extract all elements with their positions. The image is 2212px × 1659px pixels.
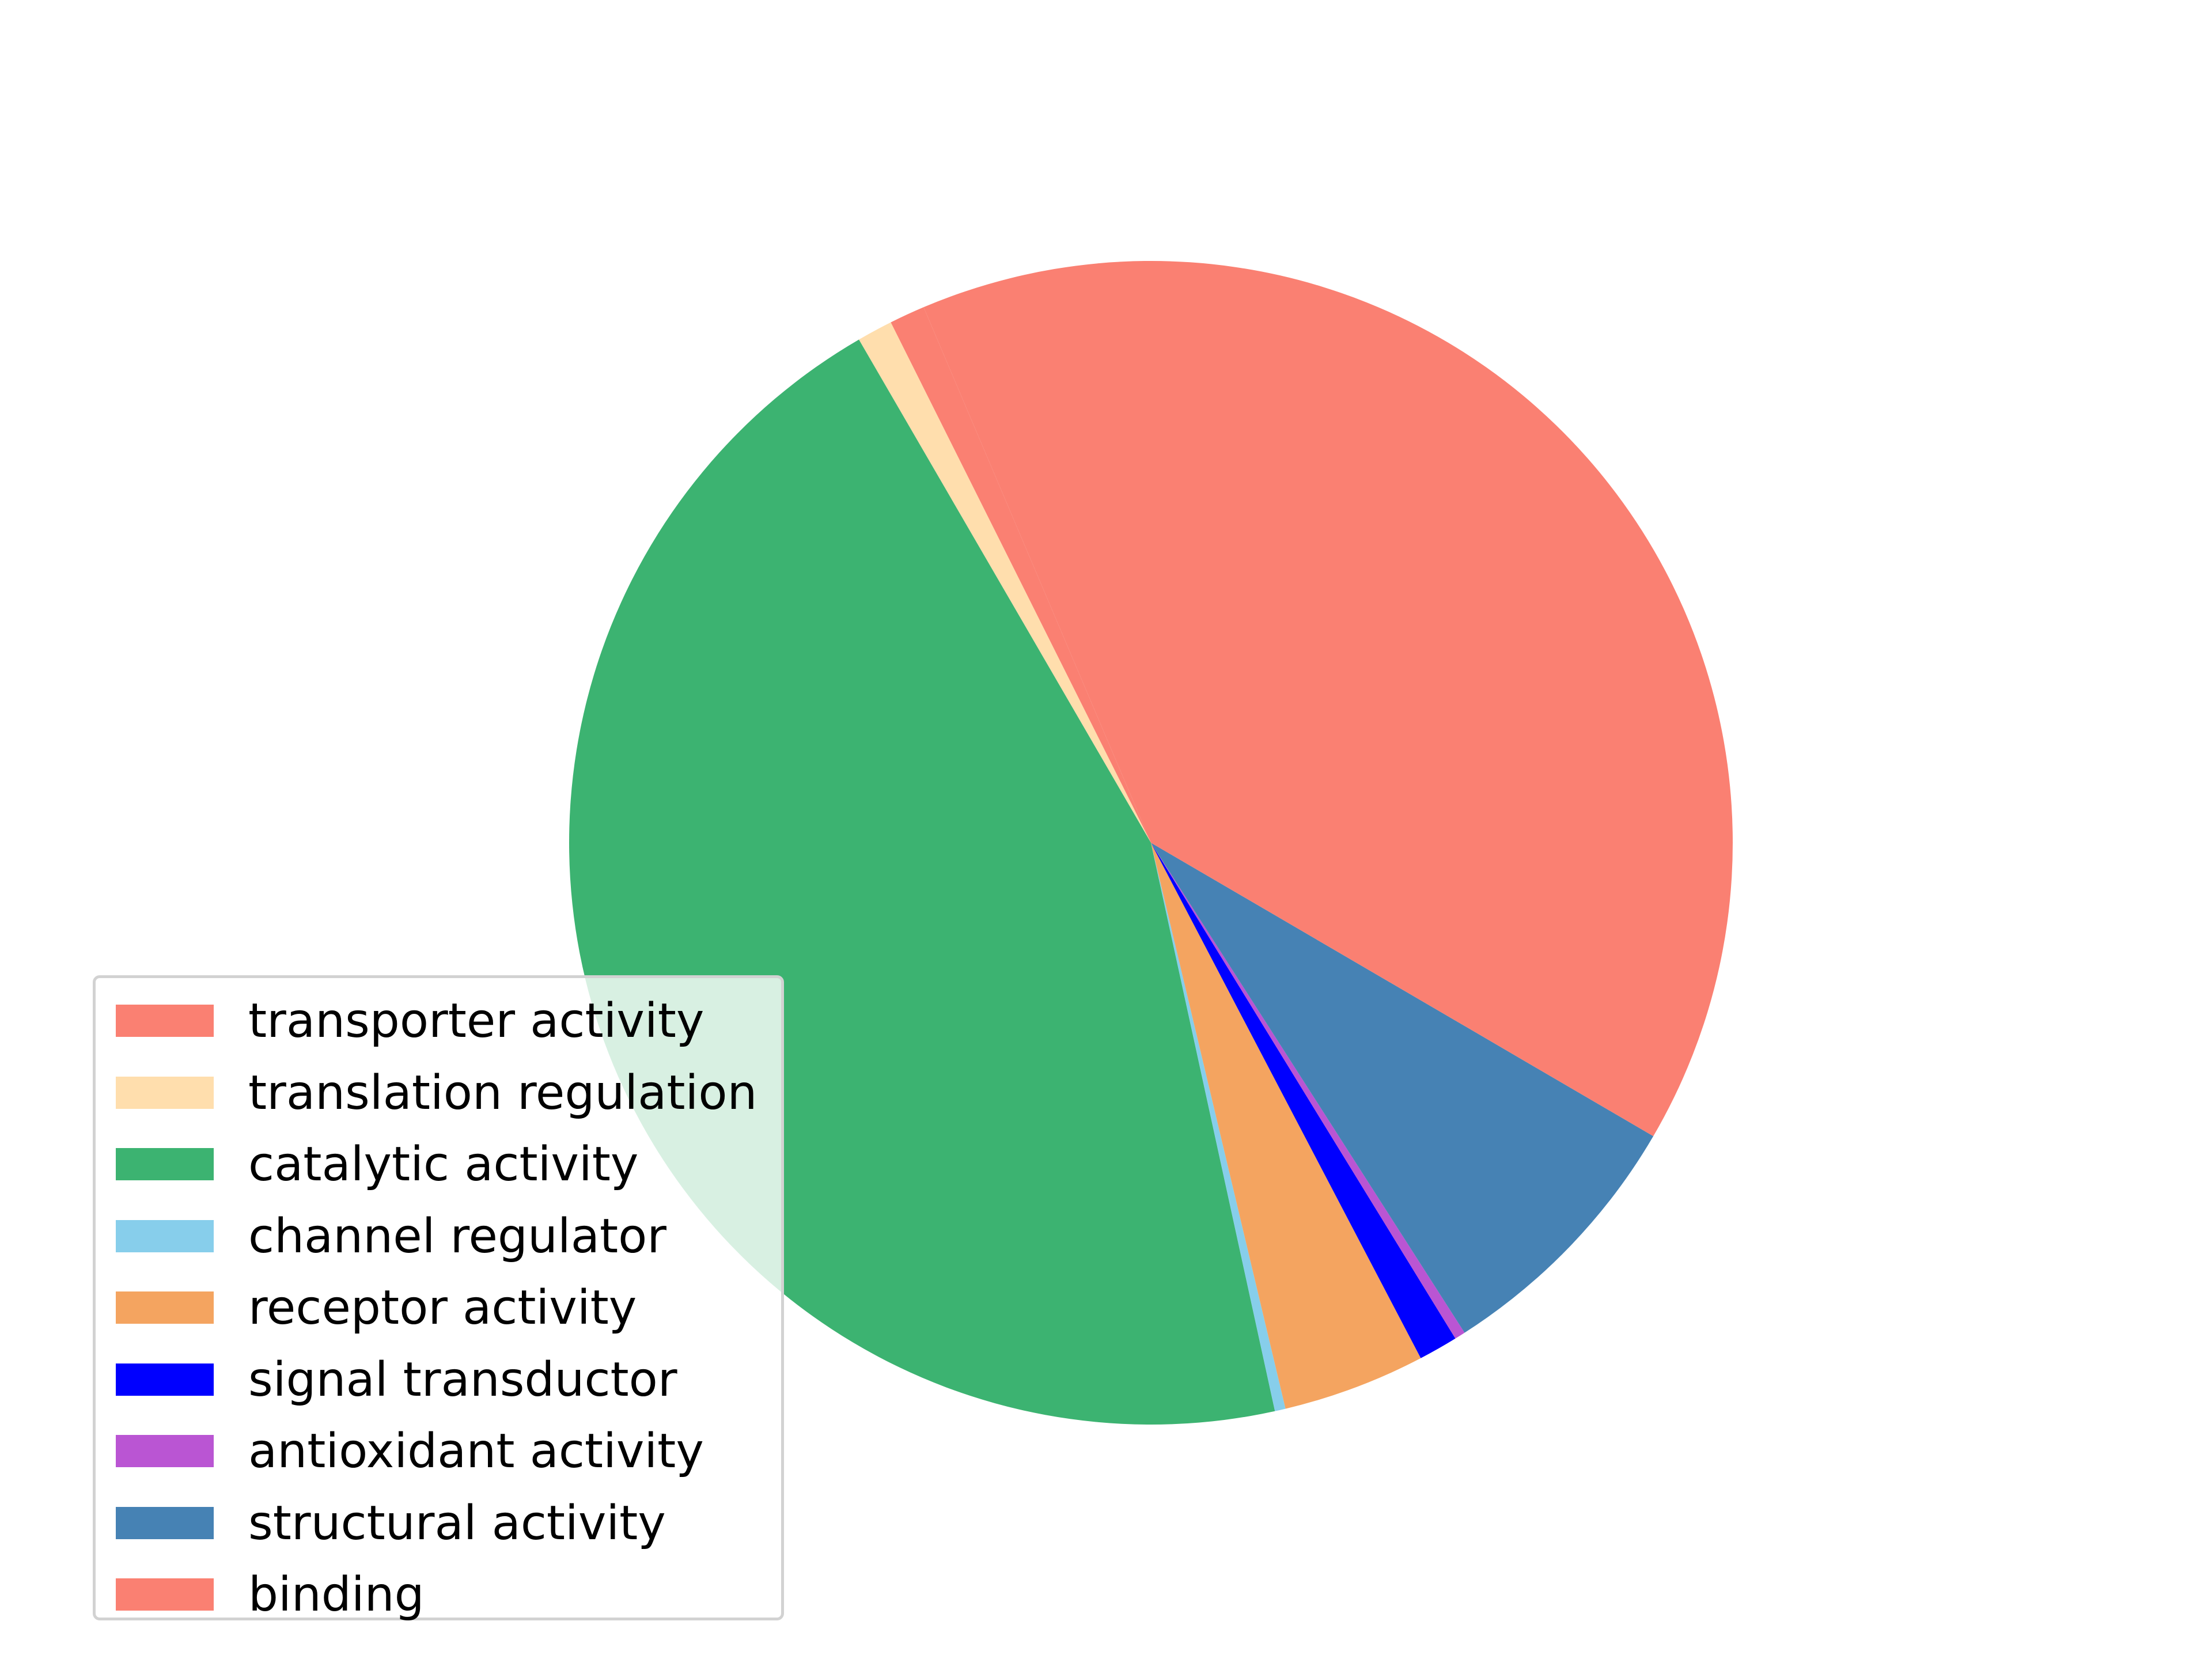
legend-label: structural activity (248, 1495, 666, 1551)
pie-slice-antioxidant-activity (1151, 843, 1465, 1339)
legend-swatch (116, 1076, 214, 1109)
legend-label: translation regulation (248, 1065, 757, 1120)
legend-item-receptor-activity: receptor activity (96, 1272, 781, 1343)
legend-item-structural-activity: structural activity (96, 1487, 781, 1559)
legend-item-binding: binding (96, 1559, 781, 1630)
pie-slice-structural-activity (1151, 843, 1654, 1333)
legend-label: channel regulator (248, 1209, 666, 1264)
legend-item-antioxidant-activity: antioxidant activity (96, 1415, 781, 1487)
legend-item-transporter-activity: transporter activity (96, 985, 781, 1056)
pie-slice-channel-regulator (1151, 843, 1286, 1411)
legend-label: receptor activity (248, 1281, 637, 1335)
legend-swatch (116, 1219, 214, 1252)
chart-legend: transporter activity translation regulati… (93, 975, 784, 1621)
pie-slice-signal-transductor (1151, 843, 1456, 1358)
legend-label: binding (248, 1567, 425, 1622)
pie-slice-translation-regulation (859, 322, 1151, 843)
pie-slice-transporter-activity (891, 307, 1151, 843)
legend-label: signal transductor (248, 1352, 677, 1407)
legend-swatch (116, 1148, 214, 1180)
legend-swatch (116, 1435, 214, 1467)
legend-swatch (116, 1578, 214, 1611)
legend-label: catalytic activity (248, 1137, 639, 1192)
legend-item-catalytic-activity: catalytic activity (96, 1128, 781, 1200)
legend-item-signal-transductor: signal transductor (96, 1344, 781, 1415)
legend-item-channel-regulator: channel regulator (96, 1200, 781, 1272)
legend-label: antioxidant activity (248, 1424, 704, 1479)
legend-item-translation-regulation: translation regulation (96, 1057, 781, 1128)
pie-slice-binding (923, 261, 1733, 1137)
pie-slice-receptor-activity (1151, 843, 1421, 1409)
legend-label: transporter activity (248, 994, 704, 1048)
legend-swatch (116, 1291, 214, 1324)
legend-swatch (116, 1005, 214, 1037)
legend-swatch (116, 1506, 214, 1539)
legend-swatch (116, 1363, 214, 1396)
